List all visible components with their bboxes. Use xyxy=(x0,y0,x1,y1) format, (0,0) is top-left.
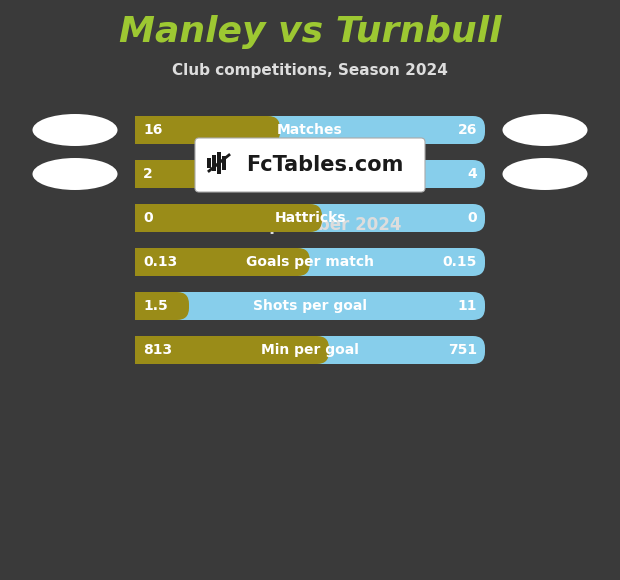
Ellipse shape xyxy=(32,114,118,146)
Bar xyxy=(222,156,226,170)
Text: 2: 2 xyxy=(143,167,153,181)
Text: Goals per match: Goals per match xyxy=(246,255,374,269)
Text: Manley vs Turnbull: Manley vs Turnbull xyxy=(119,15,501,49)
Bar xyxy=(135,160,250,188)
FancyBboxPatch shape xyxy=(135,248,310,276)
Bar xyxy=(207,158,211,168)
FancyBboxPatch shape xyxy=(135,336,329,364)
Text: 26: 26 xyxy=(458,123,477,137)
FancyBboxPatch shape xyxy=(195,138,425,192)
Ellipse shape xyxy=(32,158,118,190)
Ellipse shape xyxy=(502,114,588,146)
Bar xyxy=(135,248,298,276)
Bar xyxy=(217,152,221,174)
Text: Hattricks: Hattricks xyxy=(274,211,346,225)
FancyBboxPatch shape xyxy=(135,248,485,276)
FancyBboxPatch shape xyxy=(135,116,485,144)
Text: 16: 16 xyxy=(143,123,162,137)
FancyBboxPatch shape xyxy=(135,336,485,364)
FancyBboxPatch shape xyxy=(135,116,280,144)
Text: 0.13: 0.13 xyxy=(143,255,177,269)
Bar xyxy=(135,336,317,364)
FancyBboxPatch shape xyxy=(135,292,485,320)
Text: 0.15: 0.15 xyxy=(443,255,477,269)
Text: Club competitions, Season 2024: Club competitions, Season 2024 xyxy=(172,63,448,78)
Bar xyxy=(135,116,268,144)
Text: 4: 4 xyxy=(467,167,477,181)
Text: Shots per goal: Shots per goal xyxy=(253,299,367,313)
Text: 0: 0 xyxy=(143,211,153,225)
Text: 24 september 2024: 24 september 2024 xyxy=(219,216,401,234)
FancyBboxPatch shape xyxy=(135,292,189,320)
Text: 813: 813 xyxy=(143,343,172,357)
Text: FcTables.com: FcTables.com xyxy=(246,155,404,175)
FancyBboxPatch shape xyxy=(135,160,262,188)
FancyBboxPatch shape xyxy=(135,160,485,188)
Bar xyxy=(212,155,216,171)
Text: 0: 0 xyxy=(467,211,477,225)
Bar xyxy=(135,292,177,320)
Text: Goals: Goals xyxy=(288,167,332,181)
Text: 1.5: 1.5 xyxy=(143,299,168,313)
Bar xyxy=(135,204,310,232)
Text: Min per goal: Min per goal xyxy=(261,343,359,357)
FancyBboxPatch shape xyxy=(135,204,322,232)
FancyBboxPatch shape xyxy=(135,204,485,232)
Text: Matches: Matches xyxy=(277,123,343,137)
Text: 11: 11 xyxy=(458,299,477,313)
Text: 751: 751 xyxy=(448,343,477,357)
Ellipse shape xyxy=(502,158,588,190)
